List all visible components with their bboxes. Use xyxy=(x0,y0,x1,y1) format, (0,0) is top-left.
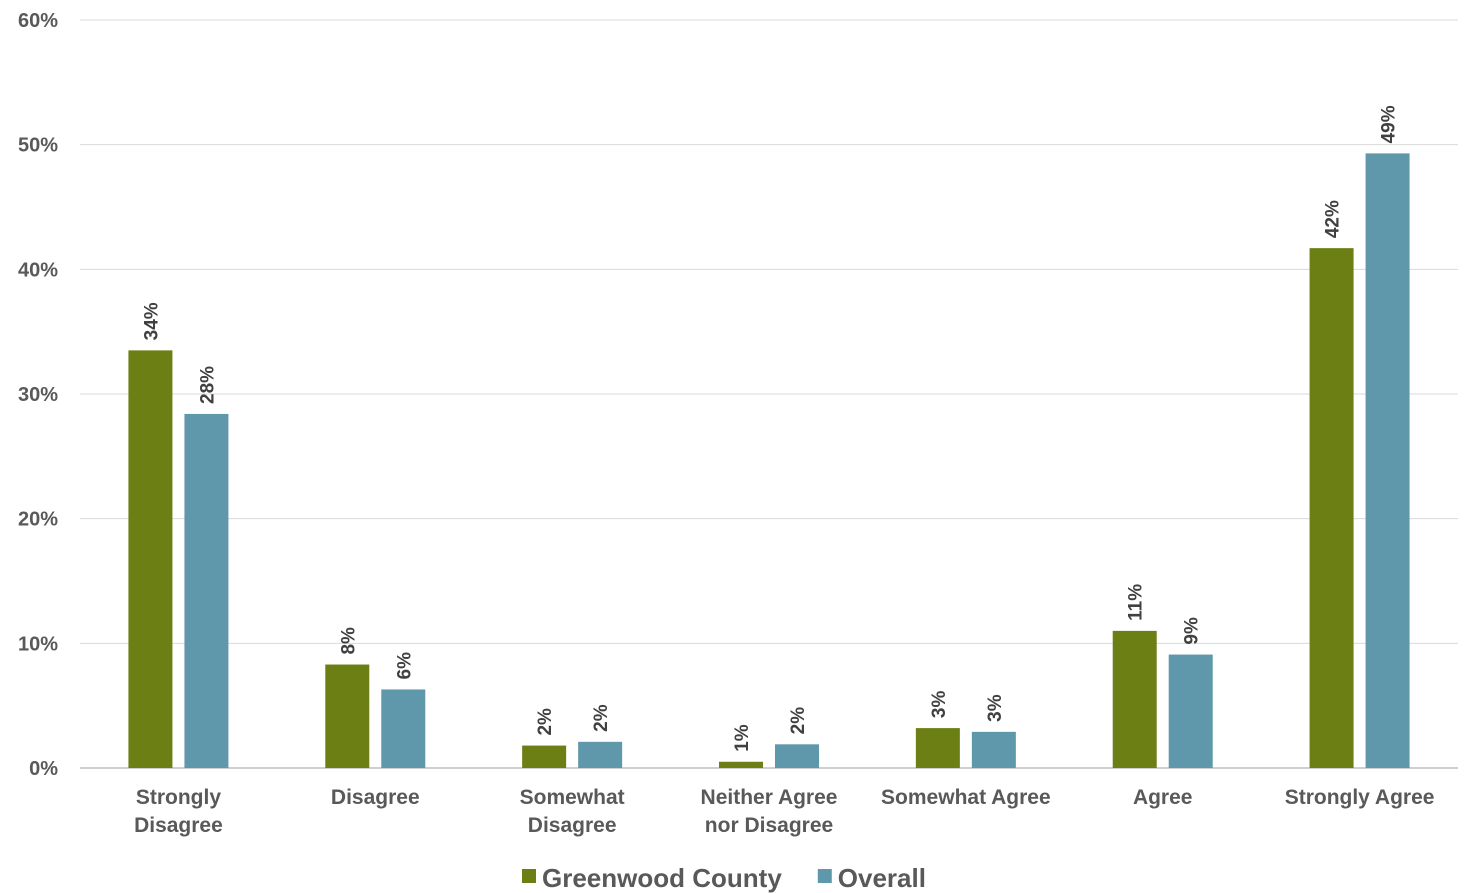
bar-greenwood-county xyxy=(522,745,567,768)
bar-overall xyxy=(578,741,623,768)
legend-swatch xyxy=(817,869,832,883)
bar-greenwood-county xyxy=(915,728,960,768)
y-tick-label: 60% xyxy=(18,10,58,32)
x-category-label: Somewhat Agree xyxy=(881,786,1051,809)
y-tick-label: 30% xyxy=(18,384,58,406)
data-label: 2% xyxy=(591,704,612,732)
bar-overall xyxy=(775,744,819,768)
x-category-label: Agree xyxy=(1133,786,1193,809)
legend-label: Overall xyxy=(838,863,926,893)
data-label: 3% xyxy=(985,694,1006,722)
bar-overall xyxy=(184,413,229,768)
y-axis-tick-labels: 0% 10% 20% 30% 40% 50% 60% xyxy=(18,10,58,780)
bar-greenwood-county xyxy=(325,664,370,768)
data-label: 1% xyxy=(732,724,753,752)
data-label: 2% xyxy=(788,707,809,735)
data-label: 2% xyxy=(535,708,556,736)
bar-greenwood-county xyxy=(128,350,173,768)
legend-label: Greenwood County xyxy=(542,863,782,893)
y-tick-label: 50% xyxy=(18,135,58,157)
y-tick-label: 20% xyxy=(18,509,58,531)
legend: Greenwood County Overall xyxy=(522,863,926,893)
bar-greenwood-county xyxy=(1112,630,1157,768)
data-label: 6% xyxy=(394,652,415,680)
data-label: 28% xyxy=(197,366,218,404)
legend-swatch xyxy=(522,869,536,883)
data-label: 42% xyxy=(1323,200,1344,238)
bar-overall xyxy=(971,731,1016,768)
x-category-label: Disagree xyxy=(528,814,617,837)
legend-item-greenwood-county: Greenwood County xyxy=(522,863,782,893)
data-label: 8% xyxy=(338,627,359,655)
x-category-label: Disagree xyxy=(134,814,223,837)
x-axis-category-labels: Strongly Disagree Disagree Somewhat Disagree… xyxy=(134,786,1434,837)
gridlines xyxy=(80,19,1458,769)
data-label: 34% xyxy=(141,302,162,340)
bar-greenwood-county xyxy=(719,761,763,768)
x-category-label: Somewhat xyxy=(520,786,625,809)
x-category-label: nor Disagree xyxy=(705,814,833,837)
y-tick-label: 10% xyxy=(18,633,58,655)
legend-item-overall: Overall xyxy=(817,863,926,893)
bar-overall xyxy=(1168,654,1213,768)
bar-greenwood-county xyxy=(1309,248,1354,768)
bar-overall xyxy=(381,689,426,768)
bar-overall xyxy=(1365,153,1410,769)
data-labels: 34% 28% 8% 6% 2% 2% 1% 2% 3% 3% 11% 9% 42% 49% xyxy=(141,105,1399,752)
data-label: 49% xyxy=(1379,105,1400,143)
data-label: 11% xyxy=(1126,584,1147,621)
x-category-label: Neither Agree xyxy=(701,786,838,809)
y-tick-label: 40% xyxy=(18,259,58,281)
x-category-label: Strongly Agree xyxy=(1285,786,1435,809)
y-tick-label: 0% xyxy=(29,758,58,780)
x-category-label: Disagree xyxy=(331,786,420,809)
bars xyxy=(128,153,1410,769)
x-category-label: Strongly xyxy=(136,786,221,809)
data-label: 3% xyxy=(929,691,950,719)
data-label: 9% xyxy=(1182,617,1203,645)
